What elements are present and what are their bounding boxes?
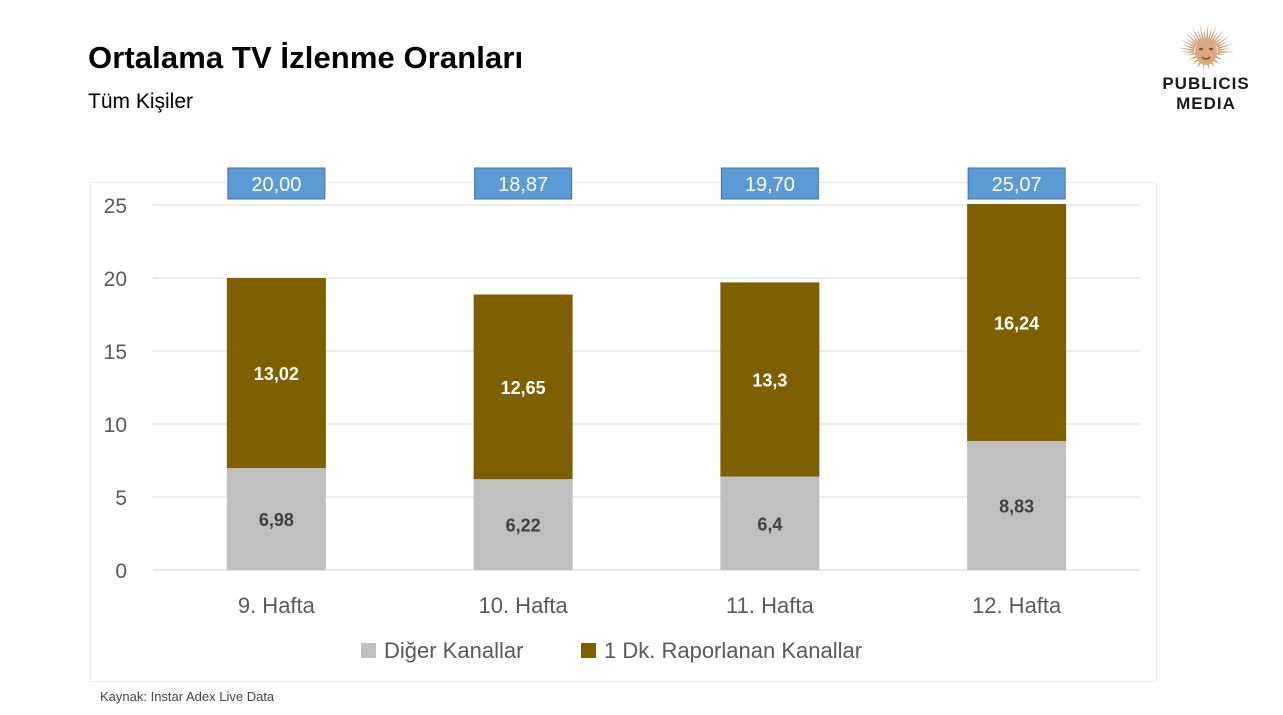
- bar-segment-raporlanan: [226, 278, 326, 469]
- page-title: Ortalama TV İzlenme Oranları: [88, 40, 524, 75]
- y-tick-label: 10: [104, 414, 127, 437]
- data-label: 13,02: [254, 364, 299, 384]
- chart-area: [90, 182, 1157, 682]
- bar-segment-diger: [720, 476, 820, 570]
- data-label: 6,22: [506, 516, 541, 536]
- data-label: 16,24: [994, 314, 1039, 334]
- page-subtitle: Tüm Kişiler: [88, 90, 194, 113]
- y-tick-label: 15: [104, 341, 127, 364]
- x-tick-label: 9. Hafta: [238, 593, 316, 618]
- total-box: [474, 167, 573, 200]
- total-label: 18,87: [498, 174, 548, 196]
- total-label: 25,07: [992, 174, 1042, 196]
- legend-label: 1 Dk. Raporlanan Kanallar: [604, 638, 862, 663]
- x-tick-label: 12. Hafta: [972, 593, 1062, 618]
- total-box: [967, 167, 1066, 200]
- data-label: 8,83: [999, 497, 1034, 517]
- data-label: 6,4: [757, 514, 782, 534]
- bar-segment-raporlanan: [720, 282, 820, 477]
- legend-label: Diğer Kanallar: [384, 638, 523, 663]
- source-note: Kaynak: Instar Adex Live Data: [100, 689, 275, 704]
- total-box: [227, 167, 326, 200]
- data-label: 12,65: [501, 378, 546, 398]
- data-label: 13,3: [752, 370, 787, 390]
- bar-segment-diger: [226, 468, 326, 570]
- y-tick-label: 0: [115, 560, 127, 583]
- data-label: 6,98: [259, 510, 294, 530]
- lion-head-icon: [1177, 24, 1235, 70]
- bar-segment-raporlanan: [967, 203, 1067, 442]
- total-box: [720, 167, 819, 200]
- x-tick-label: 11. Hafta: [726, 593, 814, 618]
- logo-line-1: PUBLICIS: [1162, 74, 1250, 93]
- bar-segment-diger: [473, 479, 573, 570]
- x-tick-label: 10. Hafta: [478, 593, 568, 618]
- bar-segment-raporlanan: [473, 294, 573, 480]
- legend-swatch: [361, 643, 376, 658]
- y-tick-label: 20: [104, 268, 127, 291]
- publicis-media-logo: PUBLICIS MEDIA: [1150, 24, 1262, 116]
- bar-segment-diger: [967, 441, 1067, 570]
- total-label: 19,70: [745, 174, 795, 196]
- logo-line-2: MEDIA: [1176, 94, 1236, 113]
- legend-swatch: [581, 643, 596, 658]
- y-tick-label: 25: [104, 195, 127, 218]
- total-label: 20,00: [251, 174, 301, 196]
- y-tick-label: 5: [115, 487, 127, 510]
